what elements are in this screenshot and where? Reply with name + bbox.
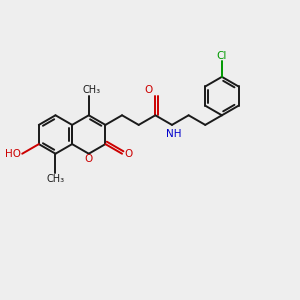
Text: Cl: Cl: [217, 51, 227, 61]
Text: CH₃: CH₃: [46, 174, 64, 184]
Text: O: O: [124, 149, 132, 159]
Text: CH₃: CH₃: [83, 85, 101, 95]
Text: NH: NH: [166, 129, 181, 139]
Text: O: O: [85, 154, 93, 164]
Text: HO: HO: [5, 149, 21, 159]
Text: O: O: [144, 85, 153, 95]
